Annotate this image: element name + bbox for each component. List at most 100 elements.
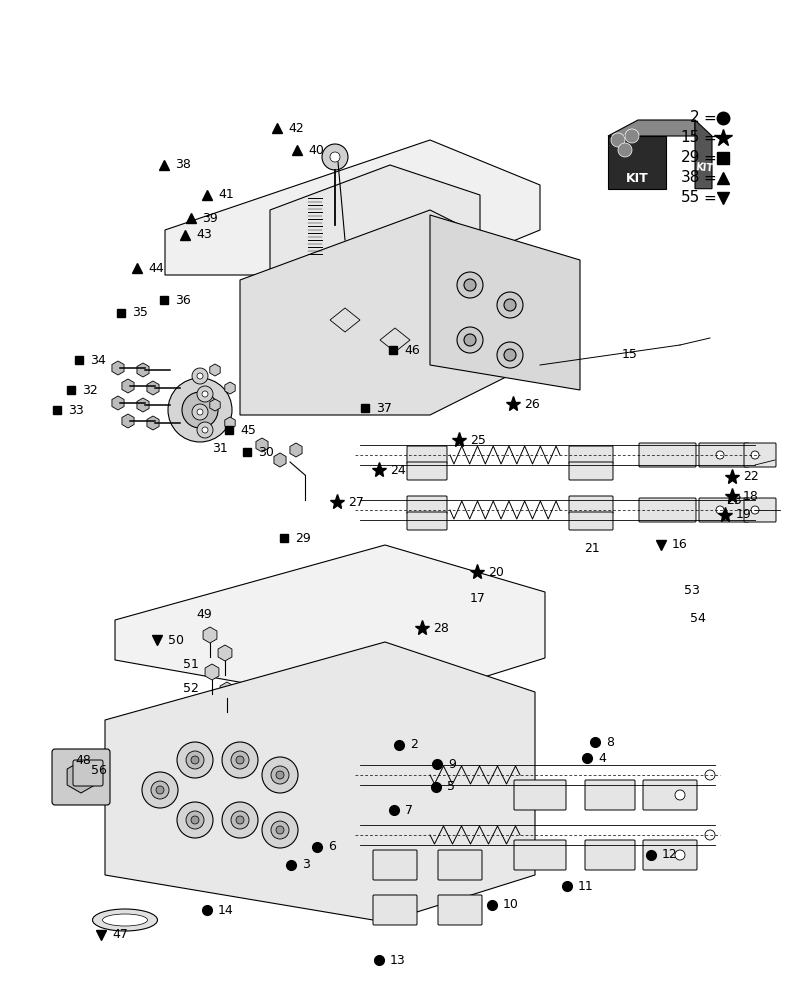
Circle shape — [262, 812, 298, 848]
Circle shape — [271, 821, 289, 839]
Circle shape — [610, 133, 624, 147]
Text: 36: 36 — [175, 294, 191, 306]
Text: 25: 25 — [470, 434, 485, 446]
Polygon shape — [240, 210, 519, 415]
Text: 48: 48 — [75, 754, 91, 766]
FancyBboxPatch shape — [406, 446, 446, 464]
Text: 34: 34 — [90, 354, 105, 366]
Text: =: = — [703, 190, 715, 206]
Text: 24: 24 — [389, 464, 406, 477]
Circle shape — [177, 742, 212, 778]
Circle shape — [704, 830, 714, 840]
Circle shape — [197, 386, 212, 402]
Circle shape — [262, 757, 298, 793]
Text: 55: 55 — [680, 190, 699, 206]
Circle shape — [191, 756, 199, 764]
Circle shape — [276, 826, 284, 834]
Text: 3: 3 — [302, 858, 310, 871]
Circle shape — [202, 427, 208, 433]
Text: 27: 27 — [348, 495, 363, 508]
Text: 12: 12 — [661, 848, 677, 861]
FancyBboxPatch shape — [584, 780, 634, 810]
Circle shape — [276, 771, 284, 779]
Text: =: = — [703, 110, 715, 125]
FancyBboxPatch shape — [569, 462, 612, 480]
Polygon shape — [430, 215, 579, 390]
Text: KIT: KIT — [624, 172, 647, 184]
Circle shape — [329, 152, 340, 162]
Circle shape — [236, 816, 243, 824]
Circle shape — [457, 327, 483, 353]
Text: 20: 20 — [487, 566, 504, 578]
Circle shape — [230, 751, 249, 769]
Text: 15: 15 — [621, 349, 637, 361]
Circle shape — [221, 742, 258, 778]
Text: 45: 45 — [240, 424, 255, 436]
Circle shape — [457, 272, 483, 298]
Text: 29: 29 — [680, 150, 699, 165]
Text: 6: 6 — [328, 840, 336, 854]
Polygon shape — [270, 165, 479, 305]
Text: 4: 4 — [597, 752, 605, 764]
Circle shape — [197, 409, 203, 415]
Text: 40: 40 — [307, 143, 324, 156]
Circle shape — [197, 422, 212, 438]
Circle shape — [715, 451, 723, 459]
Text: 17: 17 — [470, 591, 485, 604]
Ellipse shape — [92, 909, 157, 931]
Text: 5: 5 — [446, 780, 454, 794]
Circle shape — [156, 786, 164, 794]
Text: 43: 43 — [195, 229, 212, 241]
FancyBboxPatch shape — [642, 840, 696, 870]
Circle shape — [463, 334, 475, 346]
Text: 11: 11 — [577, 880, 593, 892]
Text: =: = — [703, 130, 715, 145]
Text: 44: 44 — [148, 261, 164, 274]
Polygon shape — [694, 120, 711, 189]
FancyBboxPatch shape — [513, 840, 565, 870]
FancyBboxPatch shape — [372, 850, 417, 880]
Circle shape — [674, 790, 684, 800]
Text: 14: 14 — [217, 904, 234, 916]
Text: 29: 29 — [294, 532, 311, 544]
FancyBboxPatch shape — [569, 512, 612, 530]
Text: 32: 32 — [82, 383, 97, 396]
Text: =: = — [703, 150, 715, 165]
Circle shape — [186, 751, 204, 769]
FancyBboxPatch shape — [642, 780, 696, 810]
Polygon shape — [105, 642, 534, 922]
Text: 31: 31 — [212, 442, 227, 454]
Text: 56: 56 — [91, 764, 107, 776]
Ellipse shape — [102, 914, 148, 926]
FancyBboxPatch shape — [569, 446, 612, 464]
Circle shape — [624, 129, 638, 143]
Circle shape — [463, 279, 475, 291]
Circle shape — [230, 811, 249, 829]
Circle shape — [168, 378, 232, 442]
Text: 8: 8 — [605, 736, 613, 748]
Text: 49: 49 — [195, 608, 212, 621]
Text: 35: 35 — [132, 306, 148, 320]
FancyBboxPatch shape — [372, 895, 417, 925]
Circle shape — [504, 349, 515, 361]
Text: 13: 13 — [389, 954, 406, 966]
Text: 52: 52 — [182, 682, 199, 694]
Circle shape — [177, 802, 212, 838]
FancyBboxPatch shape — [437, 895, 482, 925]
FancyBboxPatch shape — [406, 512, 446, 530]
Text: 51: 51 — [182, 658, 199, 672]
Text: 38: 38 — [175, 158, 191, 172]
Text: KIT: KIT — [694, 162, 712, 174]
Circle shape — [197, 373, 203, 379]
Text: 22: 22 — [742, 471, 757, 484]
Text: 2: 2 — [689, 110, 699, 125]
Text: 18: 18 — [742, 489, 758, 502]
FancyBboxPatch shape — [607, 136, 665, 189]
Text: 47: 47 — [112, 928, 127, 942]
Circle shape — [704, 770, 714, 780]
Circle shape — [191, 816, 199, 824]
Text: 10: 10 — [502, 898, 518, 912]
Ellipse shape — [366, 679, 404, 701]
Circle shape — [504, 299, 515, 311]
Text: 46: 46 — [404, 344, 419, 357]
